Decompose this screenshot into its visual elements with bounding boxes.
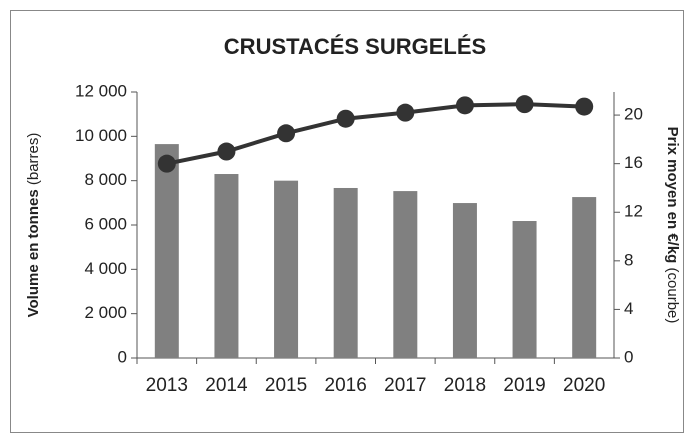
y-axis-note: (barres) xyxy=(25,133,42,186)
y-tick-label: 6 000 xyxy=(84,214,127,233)
y2-axis-label: Prix moyen en €/kg (courbe) xyxy=(664,127,681,324)
frame xyxy=(10,10,684,433)
bar xyxy=(393,191,418,358)
bar xyxy=(154,144,179,358)
y2-tick-label: 8 xyxy=(624,250,633,269)
point xyxy=(217,142,236,161)
line xyxy=(166,102,585,166)
x-tick-label: 2018 xyxy=(444,375,486,396)
bar xyxy=(214,174,239,358)
bar xyxy=(274,180,299,358)
y2-tick-label: 16 xyxy=(624,153,643,172)
y2-axis-note: (courbe) xyxy=(664,268,681,324)
y-tick-label: 8 000 xyxy=(84,170,127,189)
bar xyxy=(572,197,597,358)
point xyxy=(575,97,594,116)
bar xyxy=(333,187,358,358)
y-tick-label: 2 000 xyxy=(84,303,127,322)
y2-tick-label: 12 xyxy=(624,202,643,221)
x-tick-label: 2020 xyxy=(563,375,605,396)
point xyxy=(396,103,415,122)
y-tick-label: 0 xyxy=(118,347,127,366)
y-axis-label: Volume en tonnes (barres) xyxy=(25,133,42,318)
y-tick-label: 12 000 xyxy=(75,81,127,100)
chart-title: CRUSTACÉS SURGELÉS xyxy=(224,34,486,59)
point xyxy=(277,124,296,143)
y-axis-title: Volume en tonnes xyxy=(25,189,42,317)
x-tick-label: 2016 xyxy=(325,375,367,396)
y2-axis-title: Prix moyen en €/kg xyxy=(664,127,681,264)
y-tick-label: 10 000 xyxy=(75,126,127,145)
y2-tick-label: 0 xyxy=(624,347,633,366)
y2-tick-label: 20 xyxy=(624,105,643,124)
bar xyxy=(452,203,477,358)
bar xyxy=(512,221,537,358)
point xyxy=(157,154,176,173)
x-tick-label: 2019 xyxy=(503,375,545,396)
point xyxy=(515,95,534,114)
x-tick-label: 2013 xyxy=(146,375,188,396)
y2-tick-label: 4 xyxy=(624,299,633,318)
y-tick-label: 4 000 xyxy=(84,259,127,278)
x-tick-label: 2015 xyxy=(265,375,307,396)
x-tick-label: 2014 xyxy=(205,375,248,396)
point xyxy=(336,109,355,128)
x-tick-label: 2017 xyxy=(384,375,426,396)
point xyxy=(455,96,474,115)
